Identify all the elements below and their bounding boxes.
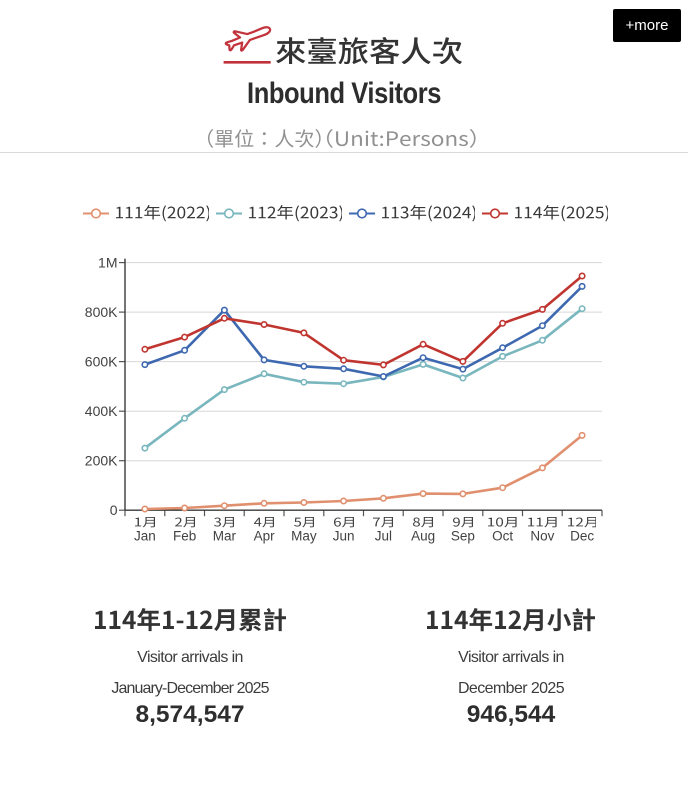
svg-text:Sep: Sep xyxy=(451,529,475,544)
svg-text:Jul: Jul xyxy=(375,529,392,544)
svg-text:1M: 1M xyxy=(98,255,117,271)
svg-text:Jun: Jun xyxy=(333,529,355,544)
svg-text:800K: 800K xyxy=(85,304,118,320)
svg-text:Aug: Aug xyxy=(411,529,435,544)
svg-text:Nov: Nov xyxy=(530,529,554,544)
svg-text:May: May xyxy=(291,529,317,544)
svg-text:Dec: Dec xyxy=(570,529,594,544)
svg-text:Feb: Feb xyxy=(173,529,196,544)
svg-text:400K: 400K xyxy=(85,403,118,419)
svg-text:600K: 600K xyxy=(85,354,118,370)
svg-text:Jan: Jan xyxy=(134,529,156,544)
svg-text:200K: 200K xyxy=(85,453,118,469)
svg-text:Apr: Apr xyxy=(254,529,276,544)
svg-text:Oct: Oct xyxy=(492,529,513,544)
svg-text:0: 0 xyxy=(110,502,118,518)
svg-text:Mar: Mar xyxy=(213,529,237,544)
